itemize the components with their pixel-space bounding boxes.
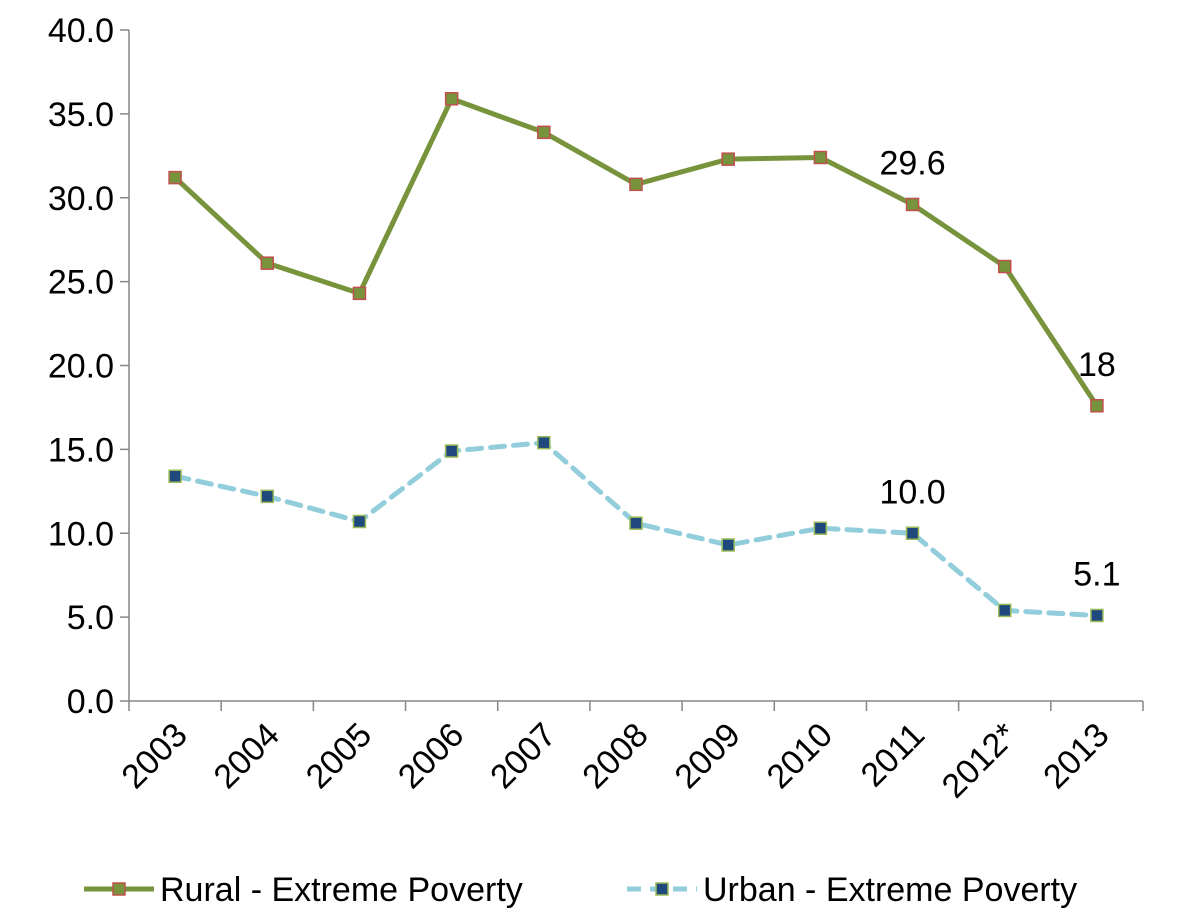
y-tick-label: 15.0 <box>48 431 114 469</box>
data-label: 18 <box>1078 346 1116 384</box>
data-point-marker <box>629 177 643 192</box>
data-point-marker <box>352 286 367 301</box>
series-layer <box>168 92 1104 623</box>
data-point-marker <box>444 444 459 458</box>
series-rural <box>168 92 1104 413</box>
x-tick-label: 2010 <box>760 716 840 796</box>
data-point-marker <box>168 170 182 185</box>
y-tick-label: 5.0 <box>67 599 114 637</box>
data-label: 29.6 <box>879 144 945 182</box>
x-tick-label: 2013 <box>1036 716 1116 796</box>
x-tick-label: 2004 <box>207 716 287 796</box>
x-tick-label: 2007 <box>483 716 563 796</box>
x-tick-label: 2009 <box>667 716 747 796</box>
legend: Rural - Extreme Poverty Urban - Extreme P… <box>84 871 1077 909</box>
data-point-marker <box>813 150 828 165</box>
legend-label: Urban - Extreme Poverty <box>703 871 1077 909</box>
data-point-marker <box>721 538 735 552</box>
data-point-marker <box>629 516 643 530</box>
data-label: 10.0 <box>879 473 945 511</box>
y-tick-label: 25.0 <box>48 264 114 302</box>
data-point-marker <box>1090 608 1104 623</box>
legend-label: Rural - Extreme Poverty <box>160 871 523 909</box>
data-point-marker <box>997 259 1012 274</box>
x-tick-label: 2003 <box>114 716 194 796</box>
data-point-marker <box>260 256 275 270</box>
y-tick-label: 20.0 <box>48 348 114 386</box>
legend-item-urban: Urban - Extreme Poverty <box>627 871 1077 909</box>
legend-item-rural: Rural - Extreme Poverty <box>84 871 523 909</box>
x-tick-label: 2006 <box>391 716 471 796</box>
series-line <box>172 96 1100 409</box>
data-point-marker <box>537 125 551 140</box>
annotations: 29.6 18 10.0 5.1 <box>879 144 1120 593</box>
x-tick-label: 2011 <box>854 716 933 795</box>
data-point-marker <box>813 521 828 535</box>
data-point-marker <box>168 469 182 483</box>
series-urban <box>168 435 1104 623</box>
x-tick-label: 2005 <box>299 716 379 796</box>
data-label: 5.1 <box>1073 555 1120 593</box>
data-point-marker <box>444 92 459 106</box>
data-point-marker <box>997 603 1012 618</box>
y-tick-label: 0.0 <box>67 683 114 721</box>
x-tick-label: 2008 <box>575 716 655 796</box>
y-tick-label: 35.0 <box>48 96 114 134</box>
data-point-marker <box>352 514 367 529</box>
data-point-marker <box>537 435 551 450</box>
data-point-marker <box>905 526 920 540</box>
x-tick-label: 2012* <box>935 716 1025 806</box>
legend-marker <box>112 882 126 896</box>
data-point-marker <box>260 489 275 504</box>
data-point-marker <box>1090 399 1104 413</box>
data-point-marker <box>721 152 735 166</box>
y-tick-label: 10.0 <box>48 515 114 553</box>
data-point-marker <box>905 197 920 212</box>
legend-marker <box>655 882 669 896</box>
y-tick-label: 30.0 <box>48 180 114 218</box>
y-tick-label: 40.0 <box>48 12 114 50</box>
